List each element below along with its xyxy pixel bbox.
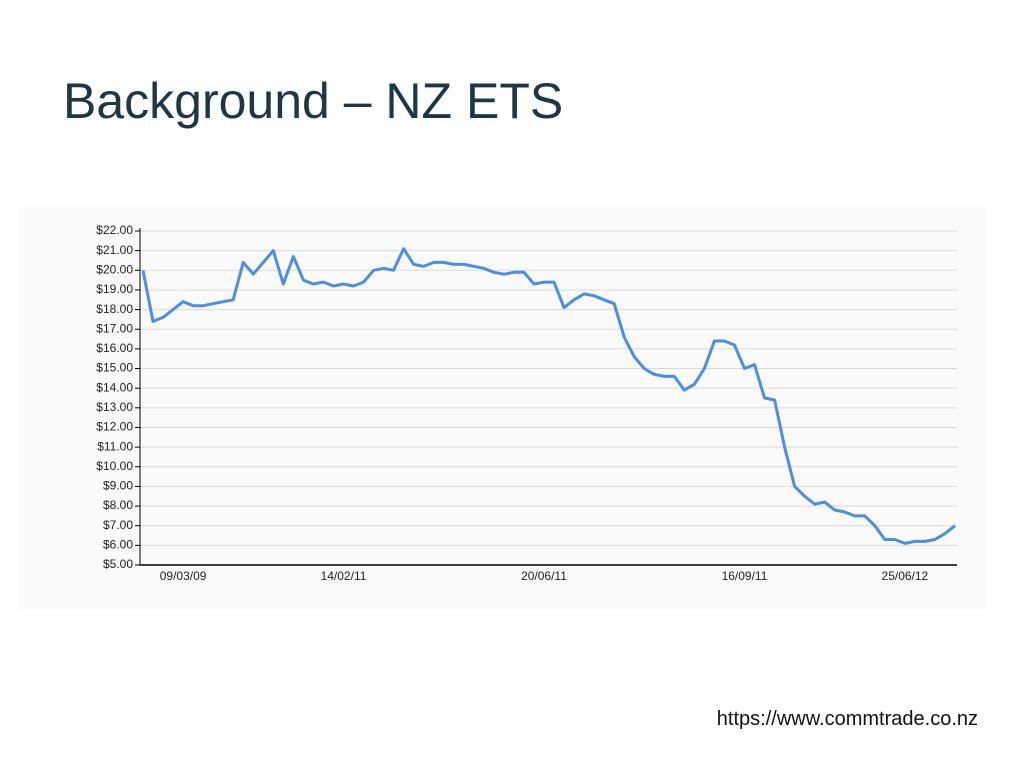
x-tick-label: 16/09/11 (722, 569, 768, 583)
x-tick-label: 25/06/12 (882, 569, 929, 583)
y-tick-label: $5.00 (103, 557, 133, 571)
x-tick-label: 09/03/09 (160, 569, 207, 583)
chart-background (18, 207, 985, 610)
y-tick-label: $16.00 (96, 341, 133, 355)
y-tick-label: $17.00 (96, 321, 133, 335)
y-tick-label: $11.00 (97, 439, 133, 453)
y-tick-label: $7.00 (103, 518, 133, 532)
y-tick-label: $20.00 (96, 262, 133, 276)
slide-title: Background – NZ ETS (63, 73, 563, 129)
y-tick-label: $8.00 (103, 498, 133, 512)
source-link: https://www.commtrade.co.nz (717, 708, 978, 730)
y-tick-label: $12.00 (96, 420, 133, 434)
x-tick-label: 20/06/11 (521, 569, 567, 583)
y-tick-label: $9.00 (103, 479, 133, 493)
y-tick-label: $10.00 (96, 459, 133, 473)
y-tick-label: $13.00 (96, 400, 133, 414)
y-tick-label: $19.00 (96, 282, 133, 296)
y-tick-label: $6.00 (103, 538, 133, 552)
y-tick-label: $21.00 (96, 243, 133, 257)
y-tick-label: $18.00 (96, 302, 133, 316)
y-tick-label: $14.00 (96, 380, 133, 394)
chart: $5.00 $6.00 $7.00 $8.00 $9.00 $10.00 $11.00 $12… (96, 223, 957, 583)
y-tick-label: $22.00 (96, 223, 133, 237)
price-line (141, 247, 956, 545)
y-tick-label: $15.00 (96, 361, 133, 375)
x-tick-label: 14/02/11 (321, 569, 367, 583)
